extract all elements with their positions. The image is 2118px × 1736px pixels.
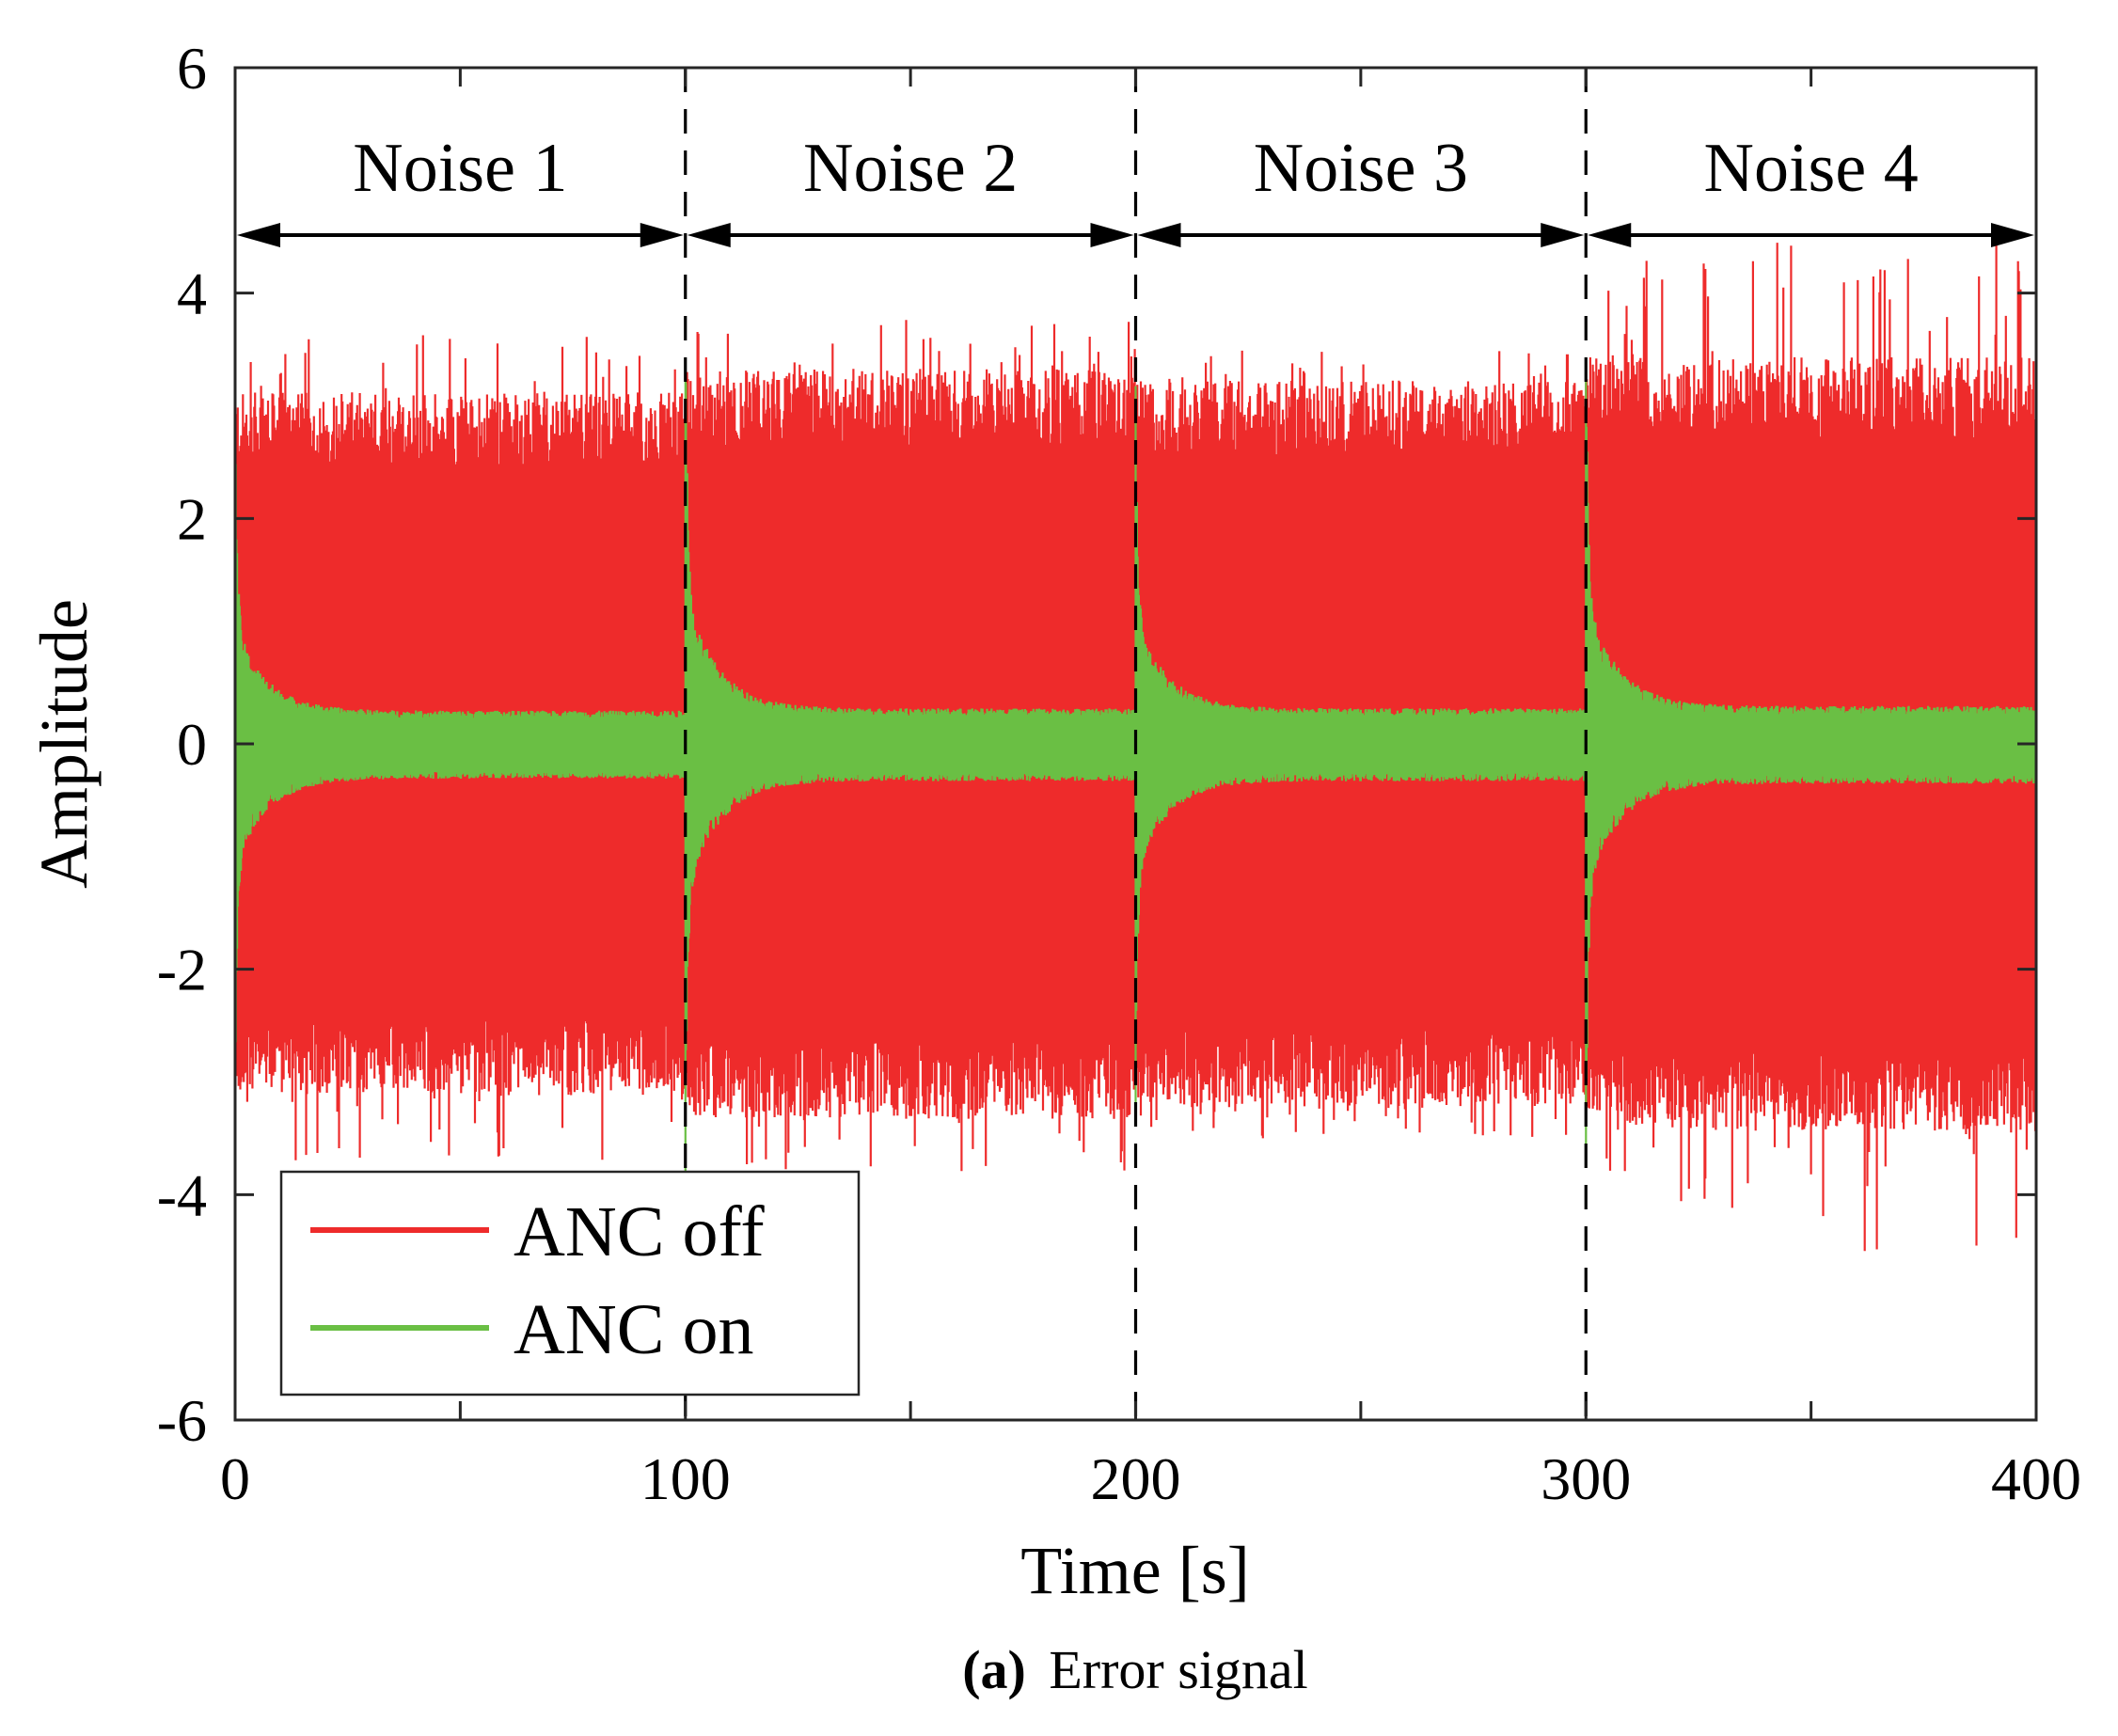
- legend-label-anc-off: ANC off: [514, 1192, 765, 1271]
- y-tick-label-2: -2: [157, 937, 207, 1003]
- region-arrow-head-right-3: [1541, 223, 1585, 247]
- region-label-4: Noise 4: [1704, 130, 1919, 207]
- region-arrow-head-left-1: [237, 223, 280, 247]
- y-tick-label-1: -4: [157, 1161, 207, 1228]
- legend-label-anc-on: ANC on: [514, 1290, 753, 1369]
- region-arrow-head-right-1: [640, 223, 684, 247]
- legend: ANC off ANC on: [279, 1170, 861, 1397]
- region-arrow-head-right-4: [1991, 223, 2034, 247]
- y-axis-title: Amplitude: [26, 599, 102, 889]
- y-tick-label-0: -6: [157, 1387, 207, 1454]
- series-anc-on: [235, 366, 2036, 1192]
- data-layer: [235, 240, 2036, 1252]
- region-annotation-4: Noise 4: [1588, 130, 2034, 247]
- x-axis-title: Time [s]: [1020, 1533, 1249, 1608]
- region-arrow-head-left-2: [687, 223, 731, 247]
- region-arrow-head-right-2: [1090, 223, 1134, 247]
- axis-ticks: 0 100 200 300 400 -6 -4 -2 0 2 4 6: [157, 35, 2081, 1512]
- legend-box: [279, 1170, 861, 1397]
- x-tick-label-0: 0: [220, 1445, 250, 1512]
- x-tick-label-2: 200: [1091, 1445, 1181, 1512]
- region-arrow-head-left-3: [1137, 223, 1181, 247]
- y-tick-label-3: 0: [177, 711, 207, 778]
- region-label-2: Noise 2: [803, 130, 1018, 207]
- y-tick-label-4: 2: [177, 485, 207, 552]
- caption-text: Error signal: [1049, 1639, 1307, 1700]
- figure-caption: (a) Error signal: [962, 1639, 1308, 1700]
- region-arrow-head-left-4: [1588, 223, 1632, 247]
- region-annotation-2: Noise 2: [687, 130, 1134, 247]
- region-annotation-3: Noise 3: [1137, 130, 1585, 247]
- y-tick-label-6: 6: [177, 35, 207, 102]
- svg-text:(a) Error signal: (a) Error signal: [962, 1639, 1308, 1700]
- x-tick-label-1: 100: [640, 1445, 731, 1512]
- x-tick-label-4: 400: [1991, 1445, 2081, 1512]
- region-label-3: Noise 3: [1254, 130, 1468, 207]
- region-annotation-1: Noise 1: [237, 130, 684, 247]
- x-tick-label-3: 300: [1541, 1445, 1631, 1512]
- region-label-1: Noise 1: [353, 130, 567, 207]
- y-tick-label-5: 4: [177, 260, 207, 327]
- caption-label: (a): [962, 1639, 1026, 1700]
- region-annotations: Noise 1 Noise 2 Noise 3 Noise 4: [237, 130, 2034, 247]
